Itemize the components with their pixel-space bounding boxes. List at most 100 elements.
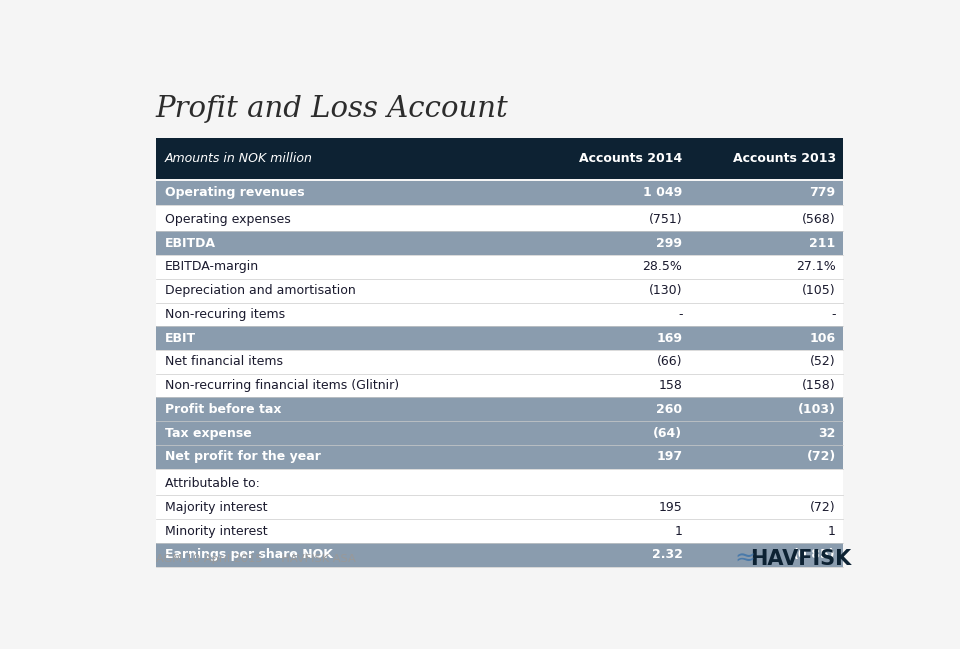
Text: EBITDA-margin: EBITDA-margin — [165, 260, 259, 273]
Bar — [690, 543, 843, 567]
Text: AGM 10 April 2015  -  HAVFISK ASA: AGM 10 April 2015 - HAVFISK ASA — [156, 554, 355, 563]
Text: (130): (130) — [649, 284, 683, 297]
Bar — [538, 302, 690, 326]
Text: EBIT: EBIT — [165, 332, 196, 345]
Text: 1 049: 1 049 — [643, 186, 683, 199]
Bar — [538, 397, 690, 421]
Text: 1: 1 — [675, 524, 683, 537]
Text: -: - — [831, 308, 836, 321]
Bar — [690, 208, 843, 231]
Text: (66): (66) — [657, 356, 683, 369]
Text: 28.5%: 28.5% — [642, 260, 683, 273]
Text: HAVFISK: HAVFISK — [750, 548, 852, 569]
Text: Operating expenses: Operating expenses — [165, 213, 290, 226]
Bar — [156, 208, 538, 231]
Text: (568): (568) — [803, 213, 836, 226]
Text: 195: 195 — [659, 501, 683, 514]
Text: (64): (64) — [654, 426, 683, 439]
Text: Non-recuring items: Non-recuring items — [165, 308, 285, 321]
Text: 779: 779 — [809, 186, 836, 199]
Bar — [690, 138, 843, 179]
Text: 260: 260 — [657, 403, 683, 416]
Bar — [156, 469, 843, 472]
Text: 32: 32 — [818, 426, 836, 439]
Bar — [156, 472, 538, 495]
Bar — [538, 255, 690, 279]
Text: EBITDA: EBITDA — [165, 237, 216, 250]
Text: 2.32: 2.32 — [652, 548, 683, 561]
Bar — [156, 519, 538, 543]
Bar — [156, 326, 538, 350]
Text: 158: 158 — [659, 379, 683, 392]
Text: (105): (105) — [803, 284, 836, 297]
Text: 106: 106 — [809, 332, 836, 345]
Text: (751): (751) — [649, 213, 683, 226]
Bar — [538, 208, 690, 231]
Bar — [690, 472, 843, 495]
Bar — [690, 397, 843, 421]
Text: Net financial items: Net financial items — [165, 356, 282, 369]
Text: Profit and Loss Account: Profit and Loss Account — [156, 95, 509, 123]
Text: Attributable to:: Attributable to: — [165, 477, 259, 490]
Bar — [156, 421, 538, 445]
Bar — [538, 495, 690, 519]
Bar — [538, 326, 690, 350]
Bar — [538, 543, 690, 567]
Bar — [156, 255, 538, 279]
Text: 169: 169 — [657, 332, 683, 345]
Text: Accounts 2013: Accounts 2013 — [732, 152, 836, 165]
Text: (158): (158) — [803, 379, 836, 392]
Bar — [156, 204, 843, 208]
Bar — [156, 374, 538, 397]
Bar — [156, 543, 538, 567]
Bar — [156, 302, 538, 326]
Text: Non-recurring financial items (Glitnir): Non-recurring financial items (Glitnir) — [165, 379, 398, 392]
Text: (0.85): (0.85) — [793, 548, 836, 561]
Text: Tax expense: Tax expense — [165, 426, 252, 439]
Bar — [538, 472, 690, 495]
Text: Amounts in NOK million: Amounts in NOK million — [165, 152, 313, 165]
Bar — [690, 374, 843, 397]
Bar — [690, 350, 843, 374]
Bar — [538, 445, 690, 469]
Bar — [690, 255, 843, 279]
Text: (52): (52) — [810, 356, 836, 369]
Bar — [690, 326, 843, 350]
Bar — [538, 138, 690, 179]
Bar — [538, 374, 690, 397]
Bar — [538, 350, 690, 374]
Text: 1: 1 — [828, 524, 836, 537]
Bar — [690, 302, 843, 326]
Bar — [690, 181, 843, 204]
Text: Majority interest: Majority interest — [165, 501, 267, 514]
Text: Depreciation and amortisation: Depreciation and amortisation — [165, 284, 355, 297]
Bar — [690, 519, 843, 543]
Text: 197: 197 — [657, 450, 683, 463]
Bar — [538, 421, 690, 445]
Bar — [690, 495, 843, 519]
Text: Earnings per share NOK: Earnings per share NOK — [165, 548, 332, 561]
Text: 211: 211 — [809, 237, 836, 250]
Text: (103): (103) — [798, 403, 836, 416]
Text: 299: 299 — [657, 237, 683, 250]
Text: -: - — [678, 308, 683, 321]
Bar — [538, 519, 690, 543]
Text: Profit before tax: Profit before tax — [165, 403, 281, 416]
Bar — [156, 495, 538, 519]
Text: Minority interest: Minority interest — [165, 524, 267, 537]
Text: 27.1%: 27.1% — [796, 260, 836, 273]
Bar — [156, 231, 538, 255]
Bar — [156, 138, 538, 179]
Text: Accounts 2014: Accounts 2014 — [579, 152, 683, 165]
Bar — [538, 181, 690, 204]
Text: Net profit for the year: Net profit for the year — [165, 450, 321, 463]
Bar — [690, 231, 843, 255]
Bar — [538, 279, 690, 302]
Bar — [156, 181, 538, 204]
Bar — [538, 231, 690, 255]
Text: (72): (72) — [806, 450, 836, 463]
Bar — [690, 421, 843, 445]
Bar — [156, 350, 538, 374]
Bar — [690, 279, 843, 302]
Bar — [156, 397, 538, 421]
